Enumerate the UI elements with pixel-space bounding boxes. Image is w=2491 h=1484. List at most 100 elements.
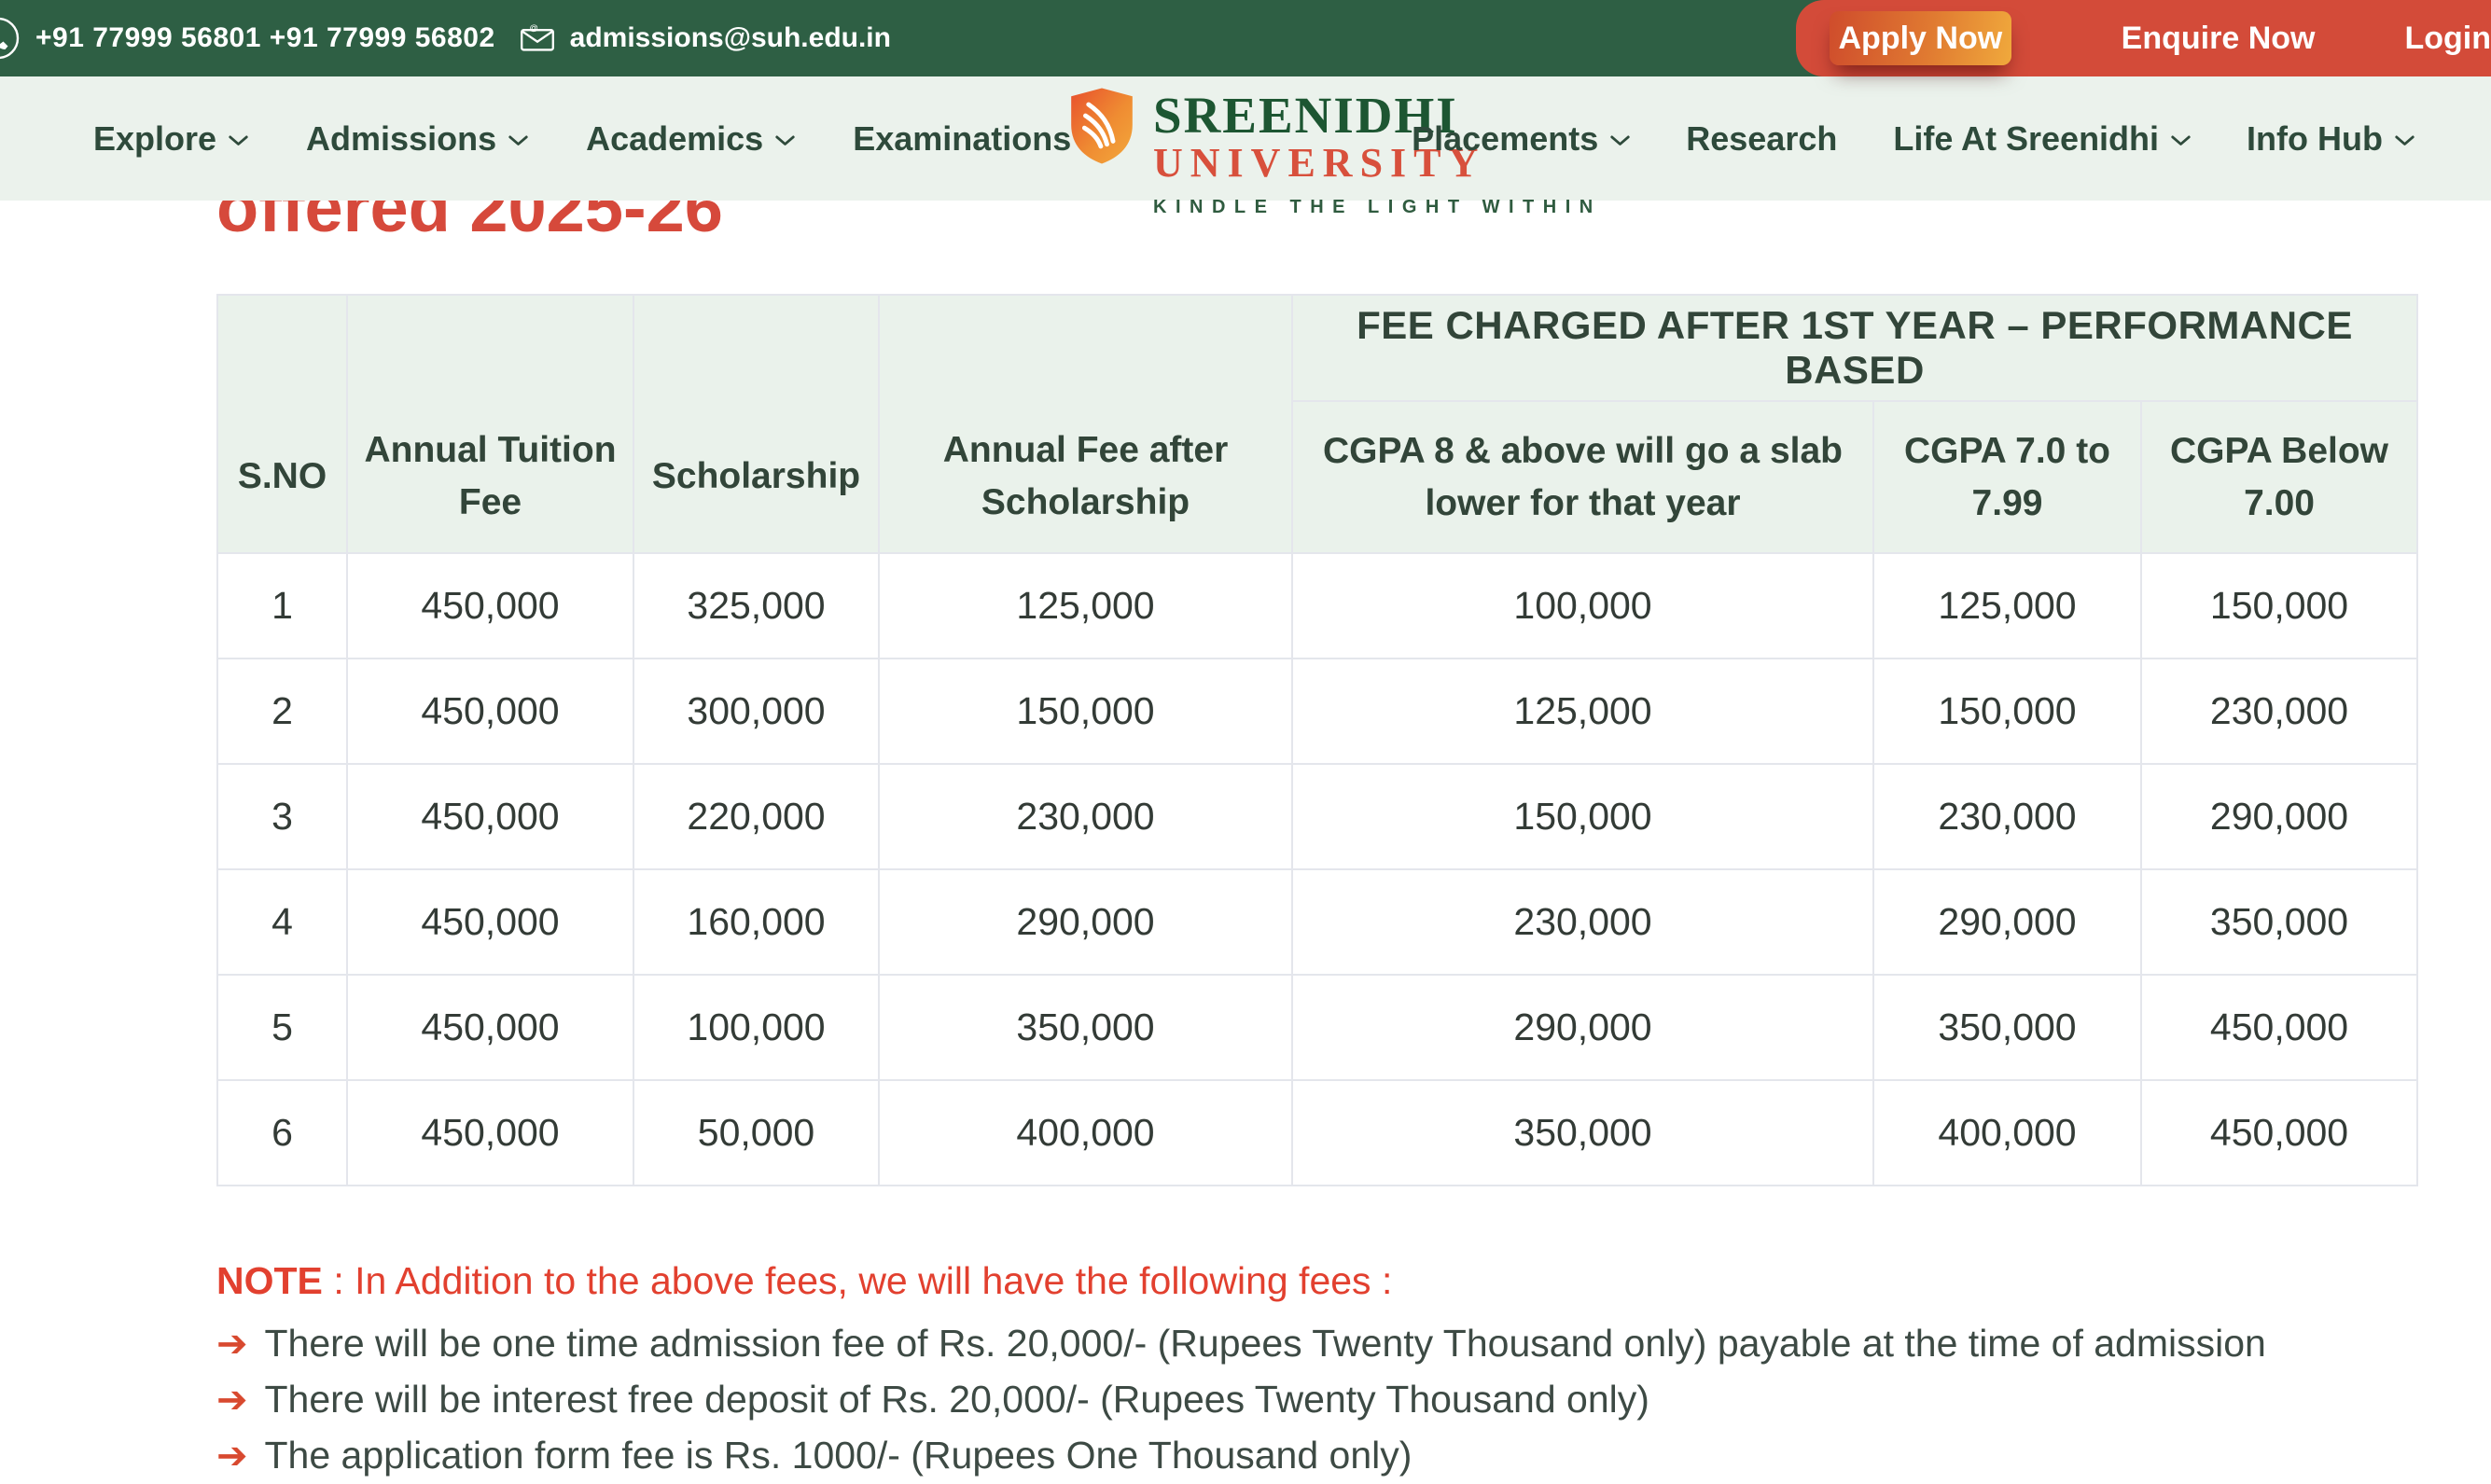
top-utility-bar: +91 77999 56801 +91 77999 56802 @ admiss… xyxy=(0,0,2491,76)
cell-scholarship: 160,000 xyxy=(633,868,880,976)
cell-cgpa-below-7: 230,000 xyxy=(2139,658,2419,765)
login-button[interactable]: Login xyxy=(2404,20,2491,56)
chevron-down-icon xyxy=(508,135,528,146)
nav-item-explore[interactable]: Explore xyxy=(93,119,248,159)
fee-structure-table: S.NO Annual Tuition Fee Scholarship Annu… xyxy=(216,294,2419,1186)
nav-item-label: Examinations xyxy=(853,118,1072,158)
fee-table-row: 4 450,000 160,000 290,000 230,000 290,00… xyxy=(216,868,2419,976)
nav-item-label: Admissions xyxy=(306,118,497,158)
cell-cgpa-8-above: 350,000 xyxy=(1291,1079,1874,1186)
cell-sno: 3 xyxy=(216,763,348,870)
note-bullet-text: The application form fee is Rs. 1000/- (… xyxy=(264,1434,1412,1477)
cell-cgpa-below-7: 290,000 xyxy=(2139,763,2419,870)
cta-band: Apply Now Enquire Now Login xyxy=(1796,0,2491,76)
nav-item-info-hub[interactable]: Info Hub xyxy=(2247,119,2414,159)
email-link[interactable]: @ admissions@suh.edu.in xyxy=(520,22,891,54)
cell-annual-tuition-fee: 450,000 xyxy=(346,868,634,976)
cell-annual-tuition-fee: 450,000 xyxy=(346,763,634,870)
fee-table-row: 6 450,000 50,000 400,000 350,000 400,000… xyxy=(216,1079,2419,1186)
phone-numbers-link[interactable]: +91 77999 56801 +91 77999 56802 xyxy=(35,22,495,53)
cell-sno: 6 xyxy=(216,1079,348,1186)
nav-item-label: Academics xyxy=(586,118,764,158)
cell-sno: 2 xyxy=(216,658,348,765)
col-header-cgpa-below-7: CGPA Below 7.00 xyxy=(2139,400,2419,554)
cell-cgpa-8-above: 290,000 xyxy=(1291,974,1874,1081)
fee-table-row: 2 450,000 300,000 150,000 125,000 150,00… xyxy=(216,658,2419,765)
fee-table-body: 1 450,000 325,000 125,000 100,000 125,00… xyxy=(216,552,2419,1186)
arrow-right-icon: ➔ xyxy=(216,1435,248,1477)
cell-annual-fee-after-scholarship: 290,000 xyxy=(878,868,1293,976)
cell-cgpa-8-above: 125,000 xyxy=(1291,658,1874,765)
note-bullet-text: There will be one time admission fee of … xyxy=(264,1322,2266,1365)
nav-item-academics[interactable]: Academics xyxy=(586,119,795,159)
cell-scholarship: 220,000 xyxy=(633,763,880,870)
fee-table-row: 1 450,000 325,000 125,000 100,000 125,00… xyxy=(216,552,2419,659)
nav-item-life-at-sreenidhi[interactable]: Life At Sreenidhi xyxy=(1893,119,2191,159)
note-bullet-text: There will be interest free deposit of R… xyxy=(264,1378,1649,1421)
nav-item-examinations[interactable]: Examinations xyxy=(853,119,1103,159)
email-address: admissions@suh.edu.in xyxy=(569,22,891,53)
chevron-down-icon xyxy=(1610,135,1630,146)
cell-cgpa-7-to-7-99: 350,000 xyxy=(1872,974,2142,1081)
cell-cgpa-8-above: 100,000 xyxy=(1291,552,1874,659)
fee-table-header: S.NO Annual Tuition Fee Scholarship Annu… xyxy=(216,294,2419,554)
nav-item-label: Info Hub xyxy=(2247,118,2383,158)
apply-now-button[interactable]: Apply Now xyxy=(1830,11,2011,65)
nav-item-label: Explore xyxy=(93,118,217,158)
logo-subname: UNIVERSITY xyxy=(1153,140,1486,186)
cell-annual-fee-after-scholarship: 350,000 xyxy=(878,974,1293,1081)
col-header-cgpa-7-to-7-99: CGPA 7.0 to 7.99 xyxy=(1872,400,2142,554)
cell-cgpa-below-7: 350,000 xyxy=(2139,868,2419,976)
cell-cgpa-below-7: 150,000 xyxy=(2139,552,2419,659)
nav-item-placements[interactable]: Placements xyxy=(1412,119,1630,159)
nav-right-group: Placements Research Life At Sreenidhi In… xyxy=(1412,76,2414,201)
logo-tagline: KINDLE THE LIGHT WITHIN xyxy=(1153,197,1602,218)
cell-cgpa-below-7: 450,000 xyxy=(2139,974,2419,1081)
col-header-cgpa-8-above: CGPA 8 & above will go a slab lower for … xyxy=(1291,400,1874,554)
cell-scholarship: 300,000 xyxy=(633,658,880,765)
nav-item-label: Life At Sreenidhi xyxy=(1893,118,2160,158)
logo-text-block: SREENIDHI UNIVERSITY KINDLE THE LIGHT WI… xyxy=(1153,86,1602,218)
arrow-right-icon: ➔ xyxy=(216,1380,248,1421)
cell-cgpa-8-above: 150,000 xyxy=(1291,763,1874,870)
cell-sno: 5 xyxy=(216,974,348,1081)
note-bullets: ➔ There will be one time admission fee o… xyxy=(216,1315,2266,1483)
cell-cgpa-8-above: 230,000 xyxy=(1291,868,1874,976)
cell-annual-fee-after-scholarship: 125,000 xyxy=(878,552,1293,659)
shield-flame-icon xyxy=(1071,88,1133,164)
cell-annual-tuition-fee: 450,000 xyxy=(346,1079,634,1186)
cell-scholarship: 100,000 xyxy=(633,974,880,1081)
cell-sno: 1 xyxy=(216,552,348,659)
arrow-right-icon: ➔ xyxy=(216,1324,248,1365)
phone-circle-icon xyxy=(0,16,21,61)
col-header-annual-tuition-fee: Annual Tuition Fee xyxy=(346,294,634,554)
topbar-contact-group: +91 77999 56801 +91 77999 56802 @ admiss… xyxy=(0,22,891,54)
main-navigation: Explore Admissions Academics Examination… xyxy=(0,76,2491,217)
nav-left-group: Explore Admissions Academics Examination… xyxy=(93,76,1103,201)
note-label: NOTE xyxy=(216,1259,323,1302)
cell-annual-fee-after-scholarship: 230,000 xyxy=(878,763,1293,870)
note-bullet: ➔ There will be interest free deposit of… xyxy=(216,1371,2266,1427)
cell-cgpa-7-to-7-99: 150,000 xyxy=(1872,658,2142,765)
col-header-sno: S.NO xyxy=(216,294,348,554)
nav-item-research[interactable]: Research xyxy=(1686,119,1837,159)
cell-scholarship: 50,000 xyxy=(633,1079,880,1186)
chevron-down-icon xyxy=(2395,135,2414,146)
logo-name: SREENIDHI xyxy=(1153,87,1458,144)
cell-cgpa-7-to-7-99: 400,000 xyxy=(1872,1079,2142,1186)
cell-cgpa-7-to-7-99: 290,000 xyxy=(1872,868,2142,976)
chevron-down-icon xyxy=(2171,135,2191,146)
nav-item-admissions[interactable]: Admissions xyxy=(306,119,528,159)
note-intro: : In Addition to the above fees, we will… xyxy=(333,1259,1393,1302)
fee-table-row: 3 450,000 220,000 230,000 150,000 230,00… xyxy=(216,763,2419,870)
note-line: NOTE : In Addition to the above fees, we… xyxy=(216,1257,2266,1304)
cell-scholarship: 325,000 xyxy=(633,552,880,659)
nav-item-label: Placements xyxy=(1412,118,1599,158)
enquire-now-button[interactable]: Enquire Now xyxy=(2121,20,2316,56)
cell-cgpa-below-7: 450,000 xyxy=(2139,1079,2419,1186)
cell-annual-fee-after-scholarship: 400,000 xyxy=(878,1079,1293,1186)
note-bullet: ➔ The application form fee is Rs. 1000/-… xyxy=(216,1427,2266,1483)
university-logo[interactable]: SREENIDHI UNIVERSITY KINDLE THE LIGHT WI… xyxy=(1069,86,1602,218)
cell-sno: 4 xyxy=(216,868,348,976)
cell-cgpa-7-to-7-99: 230,000 xyxy=(1872,763,2142,870)
